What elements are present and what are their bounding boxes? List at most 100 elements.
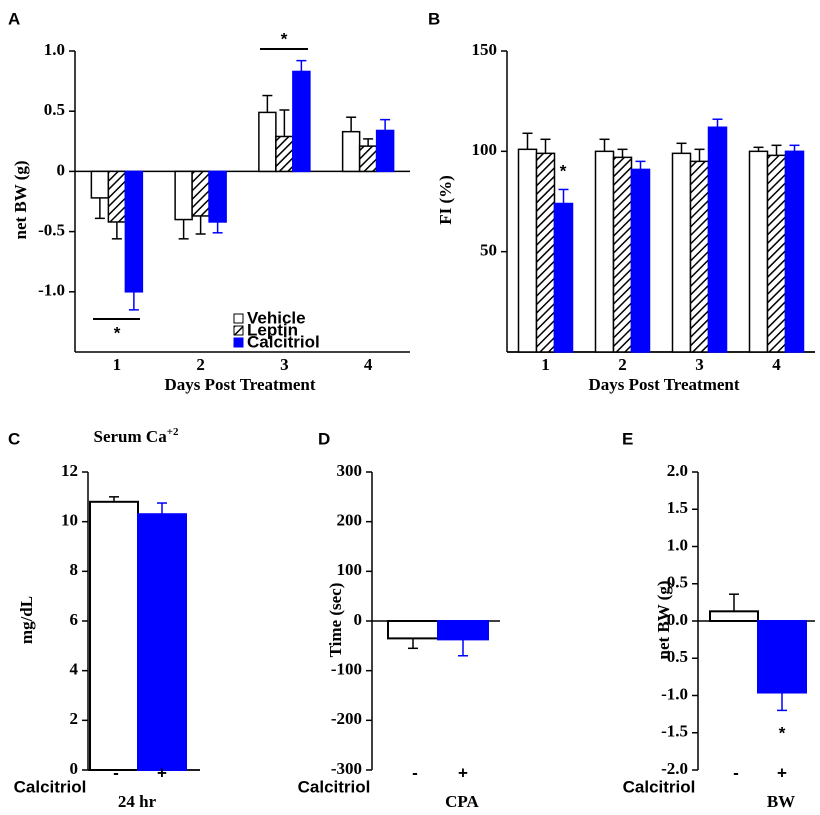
y-tick-label: 0.5 [44,100,65,119]
x-tick-label: 3 [695,355,704,374]
x-axis-label: CPA [445,792,479,811]
y-tick-label: 8 [70,560,79,579]
bar [292,70,311,173]
x-tick-label: + [157,763,167,782]
bar [375,129,395,173]
bar [258,111,277,173]
y-tick-label: 1.5 [667,498,688,517]
y-tick-label: 100 [472,140,498,159]
y-tick-label: -200 [331,709,362,728]
legend-swatch [233,313,244,324]
bar [709,610,759,623]
y-tick-label: 0.5 [667,573,688,592]
y-tick-label: 12 [61,461,78,480]
y-tick-label: 0 [354,610,363,629]
y-tick-label: 4 [70,660,79,679]
y-tick-label: 200 [337,511,363,530]
legend-swatch [233,325,244,336]
bar [630,168,651,353]
bar [748,150,769,353]
bar [174,170,193,221]
bar [766,154,787,353]
y-axis-label: FI (%) [436,175,455,225]
bar [137,513,187,772]
row-label: Calcitriol [298,777,371,796]
significance-mark: * [779,723,786,742]
y-tick-label: 0 [70,759,79,778]
bar [275,135,294,173]
y-tick-label: 1.0 [667,535,688,554]
bar [757,620,807,694]
x-axis-label: 24 hr [118,792,157,811]
x-tick-label: - [733,763,739,782]
bar [89,500,139,771]
x-tick-label: + [458,763,468,782]
y-axis-label: Time (sec) [326,583,345,658]
y-tick-label: 150 [472,40,498,59]
y-tick-label: 100 [337,560,363,579]
title-text: Serum Ca [94,427,168,446]
y-tick-label: 6 [70,610,79,629]
y-tick-label: -1.0 [661,684,688,703]
bar [553,202,574,353]
y-tick-label: 1.0 [44,40,65,59]
y-tick-label: -300 [331,759,362,778]
bar [707,126,728,353]
title-superscript: +2 [167,426,179,438]
y-tick-label: 2 [70,709,79,728]
bar [671,152,692,353]
row-label: Calcitriol [14,777,87,796]
y-tick-label: -1.5 [661,722,688,741]
bar [387,620,439,640]
panel-label: A [8,9,20,28]
x-tick-label: 4 [772,355,781,374]
legend-label: Leptin [247,320,298,339]
y-tick-label: 0.0 [667,610,688,629]
y-tick-label: -0.5 [38,221,65,240]
bar [517,148,538,353]
bar [535,152,556,353]
bar [341,130,361,173]
panel-label: B [428,9,440,28]
bar [208,170,227,223]
y-tick-label: 2.0 [667,461,688,480]
x-tick-label: + [777,763,787,782]
y-tick-label: 50 [480,241,497,260]
y-tick-label: -0.5 [661,647,688,666]
y-tick-label: -2.0 [661,759,688,778]
y-tick-label: 0 [57,160,66,179]
x-tick-label: 2 [196,355,205,374]
significance-mark: * [281,29,288,48]
significance-mark: * [560,161,567,180]
panel-label: C [8,429,20,448]
x-tick-label: 1 [113,355,122,374]
panel-title: Serum Ca+2 [94,426,179,446]
x-axis-label: Days Post Treatment [588,375,739,394]
bar [107,170,127,223]
bar [437,620,489,641]
y-axis-label: net BW (g) [654,580,673,659]
row-label: Calcitriol [623,777,696,796]
x-tick-label: 3 [280,355,289,374]
y-tick-label: 10 [61,511,78,530]
y-axis-label: net BW (g) [11,160,30,239]
x-tick-label: - [412,763,418,782]
y-tick-label: 300 [337,461,363,480]
bar [594,150,615,353]
x-tick-label: - [113,763,119,782]
y-axis-label: mg/dL [17,596,36,644]
x-tick-label: 1 [541,355,550,374]
y-tick-label: -1.0 [38,281,65,300]
bar [358,145,378,173]
bar [784,150,805,353]
legend-label: Vehicle [247,308,306,327]
bar [191,170,210,217]
bar [612,156,633,353]
legend-label: Calcitriol [247,332,320,351]
x-axis-label: Days Post Treatment [164,375,315,394]
panel-label: E [622,429,633,448]
significance-mark: * [114,323,121,342]
bar [124,170,144,293]
x-tick-label: 2 [618,355,627,374]
